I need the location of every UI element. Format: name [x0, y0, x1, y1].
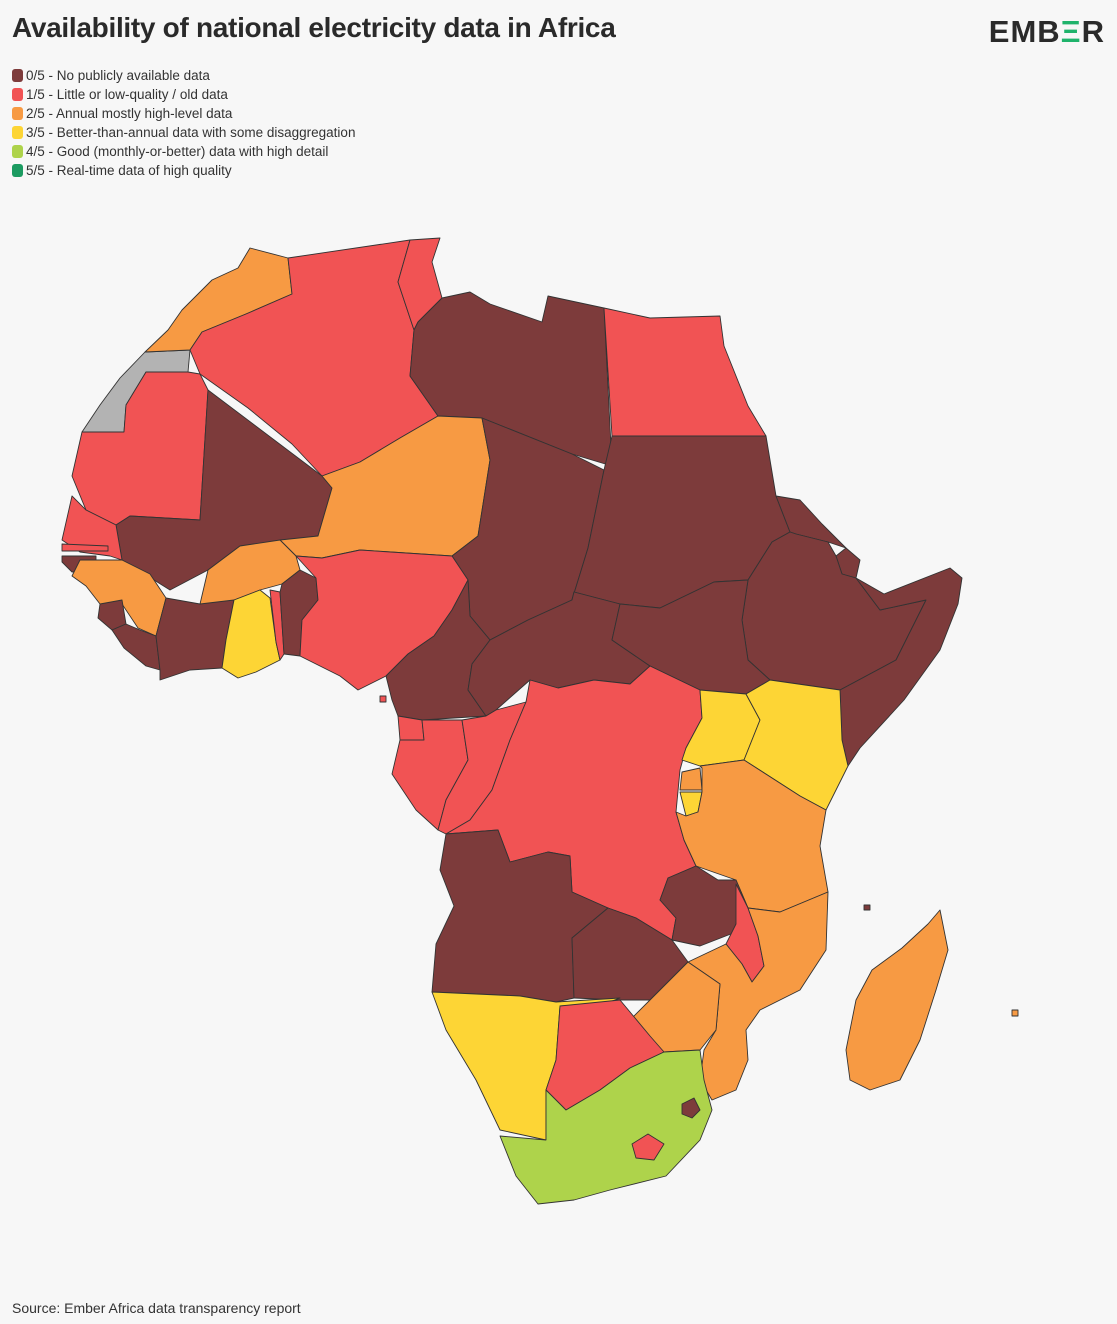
- legend-swatch-4: [12, 145, 23, 158]
- country-kenya[interactable]: [743, 679, 849, 811]
- legend-swatch-1: [12, 88, 23, 101]
- legend: 0/5 - No publicly available data 1/5 - L…: [12, 66, 355, 180]
- legend-item-3: 3/5 - Better-than-annual data with some …: [12, 123, 355, 142]
- legend-label-0: 0/5 - No publicly available data: [26, 68, 210, 83]
- country-ghana[interactable]: [221, 589, 281, 679]
- legend-item-2: 2/5 - Annual mostly high-level data: [12, 104, 355, 123]
- legend-item-5: 5/5 - Real-time data of high quality: [12, 161, 355, 180]
- country-madagascar[interactable]: [845, 909, 949, 1091]
- country-guinea[interactable]: [71, 559, 167, 637]
- country-comoros-island[interactable]: [863, 904, 871, 911]
- country-senegal[interactable]: [61, 495, 123, 561]
- logo-text-accent: Ξ: [1060, 14, 1082, 49]
- country-south-sudan[interactable]: [611, 579, 771, 695]
- legend-label-5: 5/5 - Real-time data of high quality: [26, 163, 232, 178]
- country-eswatini[interactable]: [681, 1097, 701, 1119]
- legend-item-0: 0/5 - No publicly available data: [12, 66, 355, 85]
- country-south-africa[interactable]: [499, 1049, 713, 1205]
- source-note: Source: Ember Africa data transparency r…: [12, 1300, 301, 1316]
- country-lesotho[interactable]: [631, 1133, 665, 1161]
- legend-label-3: 3/5 - Better-than-annual data with some …: [26, 125, 356, 140]
- ember-logo: EMBΞR: [989, 14, 1105, 50]
- legend-label-1: 1/5 - Little or low-quality / old data: [26, 87, 228, 102]
- country-egypt[interactable]: [603, 307, 767, 437]
- legend-item-1: 1/5 - Little or low-quality / old data: [12, 85, 355, 104]
- legend-swatch-0: [12, 69, 23, 82]
- legend-swatch-5: [12, 164, 23, 177]
- country-mauritius-island[interactable]: [1011, 1009, 1019, 1017]
- legend-label-2: 2/5 - Annual mostly high-level data: [26, 106, 233, 121]
- legend-swatch-2: [12, 107, 23, 120]
- logo-text-pre: EMB: [988, 14, 1061, 49]
- legend-item-4: 4/5 - Good (monthly-or-better) data with…: [12, 142, 355, 161]
- country-rwanda[interactable]: [679, 767, 703, 791]
- country-togo[interactable]: [269, 589, 285, 661]
- country-gambia[interactable]: [61, 543, 109, 552]
- country-equatorial-guinea[interactable]: [397, 715, 425, 741]
- logo-text-post: R: [1081, 14, 1105, 49]
- map-title: Availability of national electricity dat…: [12, 12, 616, 43]
- country-somalia[interactable]: [839, 567, 963, 767]
- country-mauritania[interactable]: [71, 371, 209, 526]
- country-libya[interactable]: [409, 291, 613, 467]
- country-sao-tome-island[interactable]: [379, 695, 387, 703]
- legend-label-4: 4/5 - Good (monthly-or-better) data with…: [26, 144, 329, 159]
- legend-swatch-3: [12, 126, 23, 139]
